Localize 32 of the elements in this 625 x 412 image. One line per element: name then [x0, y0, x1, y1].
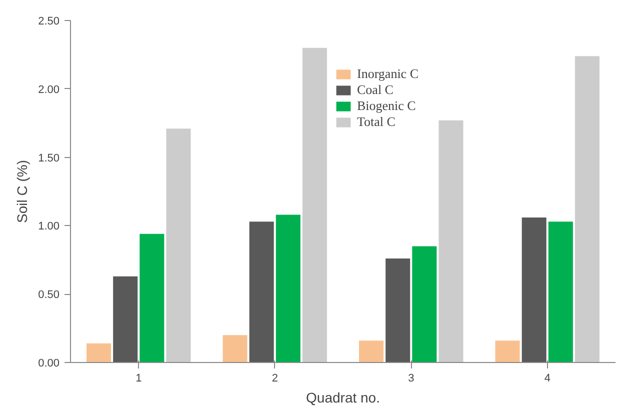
y-axis-title: Soil C (%) — [14, 160, 30, 224]
bar — [302, 48, 327, 362]
bar — [249, 222, 274, 362]
bar — [276, 214, 300, 362]
x-tick-label: 1 — [136, 372, 142, 384]
bar — [386, 258, 410, 362]
bar — [222, 335, 248, 362]
x-tick-label: 2 — [272, 372, 278, 384]
legend-label: Inorganic C — [357, 66, 418, 82]
bar — [548, 222, 573, 362]
x-tick-label: 4 — [544, 372, 550, 384]
x-axis-title: Quadrat no. — [306, 390, 380, 406]
y-tick-label: 2.00 — [38, 84, 60, 96]
bar — [86, 343, 112, 362]
x-tick-label: 3 — [408, 372, 414, 384]
bar — [412, 246, 437, 362]
bar — [359, 340, 384, 362]
bar — [438, 120, 464, 362]
bar — [574, 56, 600, 362]
bar — [166, 128, 191, 362]
bar — [522, 217, 546, 362]
y-tick-label: 1.50 — [38, 152, 60, 164]
legend-label: Total C — [357, 114, 396, 130]
bar — [140, 234, 164, 362]
y-tick-label: 2.50 — [38, 16, 60, 28]
legend-label: Biogenic C — [357, 98, 416, 114]
y-tick-label: 0.00 — [38, 358, 60, 370]
y-tick-label: 1.00 — [38, 220, 60, 233]
bar — [113, 276, 138, 362]
legend-label: Coal C — [357, 82, 394, 98]
bar — [495, 340, 520, 362]
y-tick-label: 0.50 — [38, 289, 60, 302]
